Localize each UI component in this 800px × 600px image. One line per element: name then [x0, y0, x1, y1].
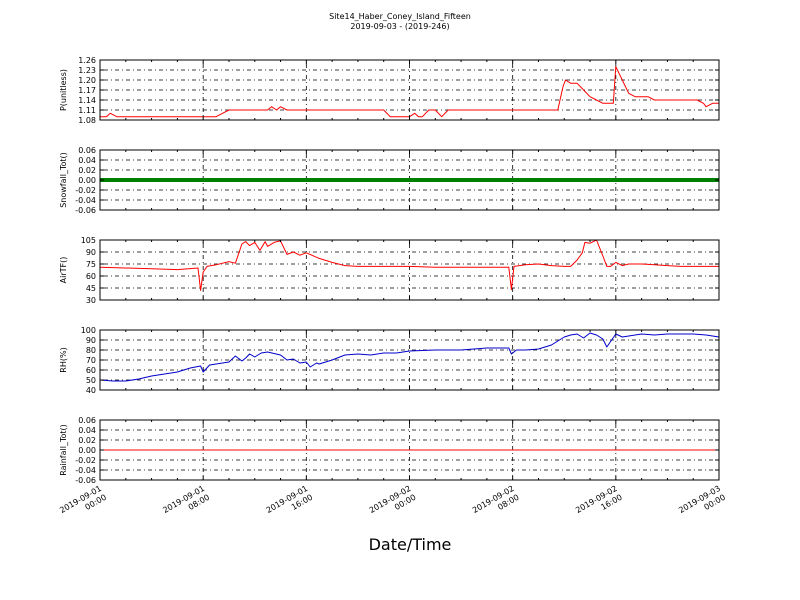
y-tick-label: 1.17	[78, 86, 96, 95]
y-tick-label: 1.11	[78, 106, 96, 115]
y-tick-label: 1.20	[78, 76, 96, 85]
x-axis: 2019-09-0100:00 2019-09-0108:00 2019-09-01…	[58, 484, 727, 524]
y-tick-label: 1.14	[78, 96, 96, 105]
y-axis-label: P(unitless)	[59, 69, 68, 111]
x-tick-label: 2019-09-0216:00	[574, 484, 624, 524]
y-axis-label: RH(%)	[59, 347, 68, 372]
y-tick-label: 0.00	[78, 446, 96, 455]
y-tick-label: 45	[86, 284, 96, 293]
y-tick-label: -0.06	[75, 206, 96, 215]
y-tick-label: -0.06	[75, 476, 96, 485]
y-tick-label: 100	[81, 326, 96, 335]
y-tick-label: 1.26	[78, 56, 96, 65]
y-tick-label: -0.04	[75, 466, 96, 475]
y-tick-label: 40	[86, 386, 96, 395]
y-tick-label: 50	[86, 376, 96, 385]
y-tick-label: 1.08	[78, 116, 96, 125]
y-tick-label: 60	[86, 366, 96, 375]
y-tick-label: 0.06	[78, 416, 96, 425]
panel-1: 1.081.111.141.171.201.231.26 P(unitless)	[59, 56, 720, 125]
x-tick-label: 2019-09-0208:00	[471, 484, 521, 524]
x-tick-label: 2019-09-0300:00	[677, 484, 727, 524]
y-tick-label: -0.02	[75, 186, 96, 195]
y-tick-label: 75	[86, 260, 96, 269]
chart-title: Site14_Haber_Coney_Island_Fifteen	[329, 12, 471, 21]
y-tick-label: 90	[86, 336, 96, 345]
y-tick-label: 90	[86, 248, 96, 257]
y-tick-label: 0.02	[78, 436, 96, 445]
y-tick-label: 70	[86, 356, 96, 365]
y-axis-label: AirTF()	[59, 257, 68, 284]
series-line-4	[99, 332, 720, 382]
chart-subtitle: 2019-09-03 - (2019-246)	[350, 22, 449, 31]
y-tick-label: 1.23	[78, 66, 96, 75]
y-tick-label: 0.00	[78, 176, 96, 185]
y-tick-label: 60	[86, 272, 96, 281]
y-axis-label: Rainfall_Tot()	[59, 424, 68, 476]
y-tick-label: 30	[86, 296, 96, 305]
y-tick-label: 0.06	[78, 146, 96, 155]
y-tick-label: 0.04	[78, 426, 96, 435]
y-tick-label: 105	[81, 236, 96, 245]
y-tick-label: 0.02	[78, 166, 96, 175]
y-tick-label: -0.04	[75, 196, 96, 205]
y-tick-label: -0.02	[75, 456, 96, 465]
x-axis-title: Date/Time	[369, 535, 452, 554]
x-tick-label: 2019-09-0108:00	[161, 484, 211, 524]
x-tick-label: 2019-09-0100:00	[58, 484, 108, 524]
y-tick-label: 80	[86, 346, 96, 355]
series-line-1	[100, 66, 719, 118]
y-axis-label: Snowfall_Tot()	[59, 152, 68, 208]
chart-panels: 1.081.111.141.171.201.231.26 P(unitless) -…	[59, 56, 720, 485]
panel-2: -0.06-0.04-0.020.000.020.040.06 Snowfall_…	[59, 146, 720, 215]
panel-3: 30 45 60 75 90 105 AirTF()	[59, 236, 720, 305]
x-tick-label: 2019-09-0200:00	[368, 484, 418, 524]
panel-5: -0.06-0.04-0.020.000.020.040.06 Rainfall_…	[59, 416, 720, 485]
series-line-3	[99, 239, 719, 291]
y-tick-label: 0.04	[78, 156, 96, 165]
x-tick-label: 2019-09-0116:00	[265, 484, 315, 524]
